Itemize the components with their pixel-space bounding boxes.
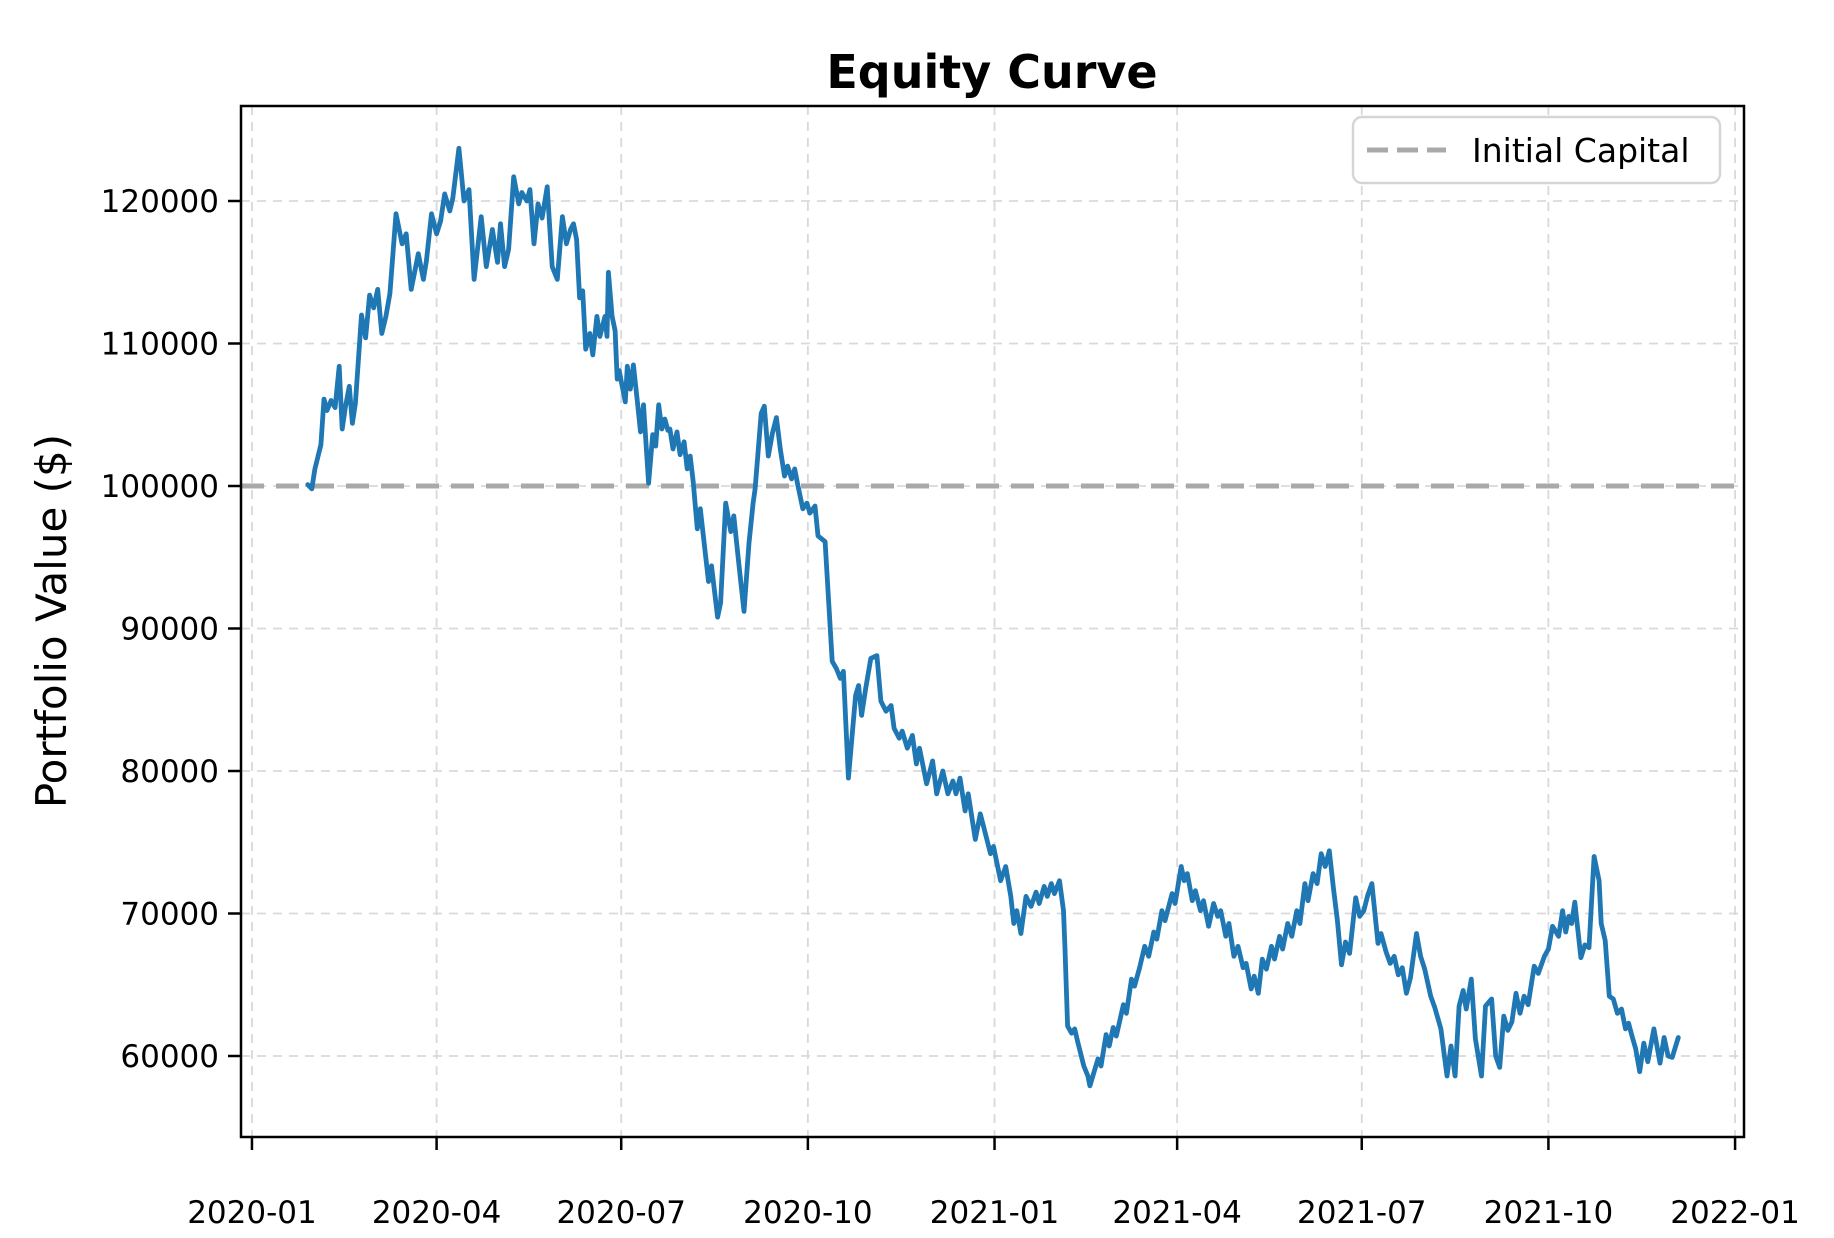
plot-border (239, 104, 1746, 1139)
tick-labels: 2020-01 2020-04 2020-07 2020-10 2021-01 2021-… (101, 184, 1800, 1231)
y-tick-label: 120000 (101, 184, 219, 220)
x-tick-label: 2020-10 (743, 1195, 873, 1231)
grid-lines (241, 106, 1744, 1137)
chart-title: Equity Curve (826, 45, 1157, 99)
x-tick-label: 2022-01 (1670, 1195, 1800, 1231)
x-tick-label: 2021-07 (1297, 1195, 1427, 1231)
y-tick-label: 110000 (101, 327, 219, 363)
y-tick-label: 100000 (101, 469, 219, 505)
legend-box (1351, 115, 1722, 185)
y-tick-label: 80000 (120, 754, 219, 790)
equity-curve-path (305, 145, 1681, 1089)
legend-label: Initial Capital (1472, 131, 1690, 170)
x-tick-label: 2021-01 (930, 1195, 1060, 1231)
legend: Initial Capital (1351, 115, 1722, 185)
equity-line (305, 145, 1681, 1089)
y-axis-label: Portfolio Value ($) (27, 434, 76, 808)
x-tick-label: 2020-04 (372, 1195, 502, 1231)
y-tick-label: 60000 (120, 1039, 219, 1075)
x-tick-label: 2020-07 (556, 1195, 686, 1231)
x-tick-label: 2020-01 (187, 1195, 317, 1231)
x-tick-label: 2021-04 (1112, 1195, 1242, 1231)
y-tick-label: 90000 (120, 612, 219, 648)
x-tick-label: 2021-10 (1484, 1195, 1614, 1231)
axes (228, 104, 1746, 1150)
y-tick-label: 70000 (120, 897, 219, 933)
